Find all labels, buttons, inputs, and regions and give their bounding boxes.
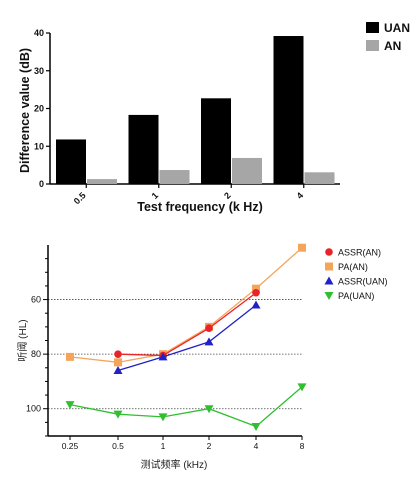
- point-assr-an-4: [252, 288, 260, 297]
- line-y-tick-label: 60: [31, 295, 41, 305]
- line-y-axis: 60 80 100: [26, 245, 49, 437]
- bar-an-1: [159, 170, 190, 184]
- line-legend-label: ASSR(UAN): [338, 277, 388, 287]
- line-series-pa-uan: [65, 383, 307, 431]
- bar-y-axis: 0 10 20 30 40: [34, 28, 51, 189]
- bar-chart: 0 10 20 30 40 0.5 1 2 4 Difference value (dB) T…: [18, 21, 410, 214]
- line-x-tick-label: 2: [207, 441, 212, 451]
- bar-uan-0.5: [56, 139, 86, 184]
- point-assr-uan-0.5: [113, 366, 123, 375]
- line-series-assr-an: [114, 288, 260, 360]
- line-series-assr-uan: [113, 300, 261, 375]
- bar-y-tick-label: 0: [39, 179, 44, 189]
- line-y-tick-label: 100: [26, 404, 41, 414]
- point-pa-uan-0.5: [113, 410, 123, 419]
- bar-an-2: [232, 157, 262, 184]
- bar-y-tick-label: 30: [34, 66, 44, 76]
- line-legend-label: PA(UAN): [338, 291, 374, 301]
- line-x-tick-label: 8: [300, 441, 305, 451]
- point-pa-uan-4: [251, 422, 261, 431]
- bar-uan-2: [201, 98, 231, 184]
- line-chart: 60 80 100 0.25 0.5 1 2 4 8 听阈 (HL) 测试频率 (kHz) A…: [16, 243, 388, 471]
- bar-y-tick-label: 20: [34, 104, 44, 114]
- bar-an-4: [304, 172, 335, 184]
- point-assr-an-0.5: [114, 350, 122, 358]
- line-x-tick-label: 4: [254, 441, 259, 451]
- point-assr-uan-1: [158, 352, 168, 361]
- line-legend-marker-0: [325, 248, 333, 256]
- bar-an-0.5: [87, 179, 117, 184]
- bar-x-tick-label: 1: [150, 190, 161, 201]
- line-legend-label: ASSR(AN): [338, 248, 381, 258]
- line-x-axis: 0.25 0.5 1 2 4 8: [48, 435, 305, 451]
- point-assr-uan-4: [251, 300, 261, 309]
- point-assr-an-2: [205, 324, 213, 333]
- point-assr-uan-2: [204, 337, 214, 346]
- line-y-tick-label: 80: [31, 349, 41, 359]
- line-series-pa-an: [66, 243, 306, 367]
- point-pa-an-8: [298, 243, 306, 252]
- bar-legend-label: AN: [384, 39, 401, 53]
- bar-legend-label: UAN: [384, 21, 410, 35]
- bar-x-axis-label: Test frequency (k Hz): [137, 200, 263, 214]
- line-y-axis-label: 听阈 (HL): [16, 319, 29, 361]
- bar-uan-1: [128, 114, 159, 184]
- bar-y-axis-label: Difference value (dB): [18, 48, 32, 173]
- line-reference-lines: [48, 299, 302, 410]
- bar-bars: [56, 36, 335, 184]
- line-series-group: [65, 243, 307, 431]
- bar-x-tick-label: 0.5: [72, 190, 88, 206]
- line-path-pa-an: [69, 247, 303, 363]
- line-legend-marker-3: [324, 292, 334, 300]
- point-pa-uan-1: [158, 413, 168, 422]
- bar-y-tick-label: 10: [34, 141, 44, 151]
- point-pa-an-0.25: [66, 352, 74, 361]
- point-pa-an-0.5: [114, 358, 122, 367]
- point-pa-uan-8: [297, 383, 307, 392]
- bar-y-tick-label: 40: [34, 28, 44, 38]
- line-path-assr-uan: [117, 304, 257, 372]
- point-pa-uan-2: [204, 405, 214, 414]
- line-x-tick-label: 1: [161, 441, 166, 451]
- bar-x-tick-label: 4: [295, 190, 306, 201]
- line-legend-marker-1: [325, 262, 333, 271]
- bar-legend: UAN AN: [366, 21, 410, 53]
- line-legend: ASSR(AN) PA(AN) ASSR(UAN) PA(UAN): [324, 248, 388, 301]
- point-pa-uan-0.25: [65, 401, 75, 410]
- line-legend-marker-2: [324, 276, 334, 285]
- bar-uan-4: [273, 36, 304, 184]
- point-pa-an-4: [252, 284, 260, 293]
- bar-x-tick-label: 2: [222, 190, 233, 201]
- line-x-axis-label: 测试频率 (kHz): [141, 458, 208, 471]
- bar-legend-swatch-uan: [366, 22, 379, 33]
- bar-legend-swatch-an: [366, 40, 379, 51]
- line-x-tick-label: 0.25: [62, 441, 79, 451]
- line-x-tick-label: 0.5: [112, 441, 124, 451]
- line-path-pa-uan: [69, 386, 303, 428]
- line-path-assr-an: [117, 292, 257, 357]
- line-legend-label: PA(AN): [338, 262, 368, 272]
